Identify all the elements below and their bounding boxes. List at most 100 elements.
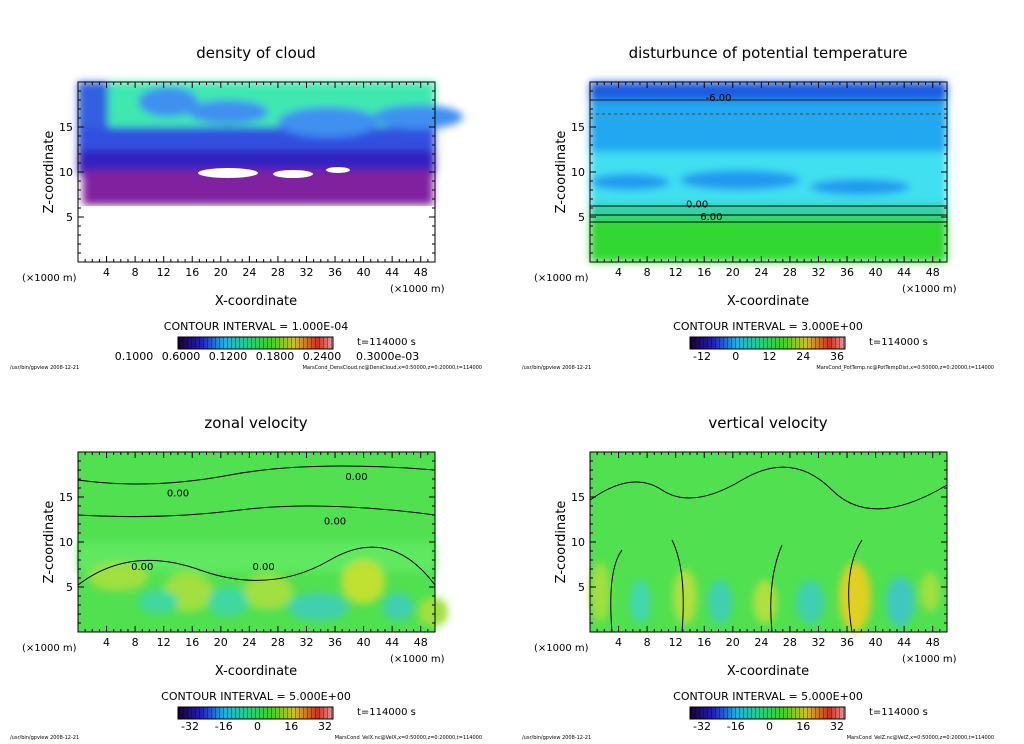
x-tick-label: 8 <box>644 266 651 279</box>
y-tick-label: 5 <box>578 211 585 224</box>
x-tick-label: 32 <box>811 636 825 649</box>
x-tick-label: 36 <box>328 266 342 279</box>
x-unit-label: (×1000 m) <box>902 284 957 295</box>
contour-label: 0.00 <box>167 488 189 499</box>
contour-label: 6.00 <box>700 212 722 223</box>
field-blob <box>886 577 914 627</box>
y-axis-label: Z-coordinate <box>42 501 57 584</box>
field-layer <box>78 542 448 627</box>
field-blob <box>188 100 268 124</box>
time-label: t=114000 s <box>357 337 416 348</box>
footer-right: MarsCond_VelZ.nc@VelZ,x=0:50000,z=0:2000… <box>847 735 994 740</box>
x-tick-label: 40 <box>357 636 371 649</box>
field-blob <box>278 107 378 137</box>
field-layer <box>590 82 947 262</box>
y-tick-label: 15 <box>571 121 585 134</box>
colorbar-tick-label: 0.2400 <box>303 350 342 363</box>
footer-right: MarsCond_PotTemp.nc@PotTempDist,x=0:5000… <box>816 365 994 371</box>
x-tick-label: 8 <box>132 266 139 279</box>
y-tick-label: 5 <box>578 581 585 594</box>
field-hole <box>326 167 350 173</box>
x-tick-label: 12 <box>669 636 683 649</box>
field-blob <box>920 572 940 612</box>
field-band <box>83 170 433 205</box>
colorbar-tick-label: 32 <box>318 720 332 733</box>
x-axis-label: X-coordinate <box>727 294 809 309</box>
y-axis-label: Z-coordinate <box>554 131 569 214</box>
x-tick-label: 40 <box>357 266 371 279</box>
y-tick-label: 5 <box>66 211 73 224</box>
x-tick-label: 48 <box>414 266 428 279</box>
x-tick-label: 16 <box>185 636 199 649</box>
footer-left: /usr/bin/gpview 2008-12-21 <box>10 735 79 740</box>
contour-line <box>589 466 948 633</box>
field-blob <box>418 597 448 627</box>
x-tick-label: 36 <box>328 636 342 649</box>
colorbar-lines <box>690 707 845 719</box>
contour-label: 0.00 <box>686 199 708 210</box>
panel-title: disturbunce of potential temperature <box>629 44 908 62</box>
x-tick-label: 20 <box>726 266 740 279</box>
contour-interval: CONTOUR INTERVAL = 1.000E-04 <box>164 320 348 333</box>
x-unit-label: (×1000 m) <box>902 654 957 665</box>
x-tick-label: 12 <box>669 266 683 279</box>
x-tick-label: 20 <box>726 636 740 649</box>
field-blob <box>138 590 178 614</box>
x-tick-label: 24 <box>754 636 768 649</box>
x-tick-label: 28 <box>783 266 797 279</box>
y-unit-label: (×1000 m) <box>22 273 77 284</box>
field-layer <box>590 562 940 632</box>
colorbar-tick-label: -32 <box>181 720 199 733</box>
field-blob <box>138 87 198 117</box>
panel-title: zonal velocity <box>204 414 307 432</box>
colorbar-lines <box>690 337 845 349</box>
contour-line <box>77 465 436 586</box>
x-tick-label: 36 <box>840 636 854 649</box>
field-blob <box>839 562 871 632</box>
x-tick-label: 32 <box>299 266 313 279</box>
y-tick-label: 10 <box>571 536 585 549</box>
x-tick-label: 44 <box>897 266 911 279</box>
footer-left: /usr/bin/gpview 2008-12-21 <box>10 365 79 371</box>
x-axis-label: X-coordinate <box>215 294 297 309</box>
contour-label: 0.00 <box>253 562 275 573</box>
x-tick-label: 32 <box>811 266 825 279</box>
colorbar-tick-label: 0.1000 <box>115 350 154 363</box>
x-tick-label: 28 <box>271 636 285 649</box>
colorbar-tick-label: 12 <box>763 350 777 363</box>
field-blob <box>673 569 697 625</box>
time-label: t=114000 s <box>869 337 928 348</box>
time-label: t=114000 s <box>357 707 416 718</box>
contour-label: -6.00 <box>706 93 732 104</box>
x-unit-label: (×1000 m) <box>390 654 445 665</box>
x-tick-label: 4 <box>103 636 110 649</box>
y-tick-label: 10 <box>59 536 73 549</box>
colorbar-tick-label: 0 <box>732 350 739 363</box>
field-hole <box>198 168 258 178</box>
x-tick-label: 4 <box>103 266 110 279</box>
footer-left: /usr/bin/gpview 2008-12-21 <box>522 735 591 740</box>
x-tick-label: 32 <box>299 636 313 649</box>
x-tick-label: 48 <box>926 266 940 279</box>
field-layer <box>78 82 463 205</box>
field-blob <box>590 174 670 190</box>
field-blob <box>708 580 732 624</box>
y-tick-label: 15 <box>59 491 73 504</box>
y-tick-label: 15 <box>59 121 73 134</box>
panel-title: density of cloud <box>196 44 316 62</box>
field-blob <box>383 593 413 621</box>
x-tick-label: 20 <box>214 636 228 649</box>
field-blob <box>810 179 910 195</box>
field-blob <box>208 587 248 617</box>
time-label: t=114000 s <box>869 707 928 718</box>
x-axis-label: X-coordinate <box>727 664 809 679</box>
colorbar-tick-label: 0 <box>766 720 773 733</box>
colorbar-tick-label: -16 <box>727 720 745 733</box>
field-blob <box>341 560 385 604</box>
colorbar-tick-label: 32 <box>830 720 844 733</box>
x-tick-label: 48 <box>926 636 940 649</box>
field-blob <box>590 562 610 622</box>
contour-label: 0.00 <box>131 562 153 573</box>
